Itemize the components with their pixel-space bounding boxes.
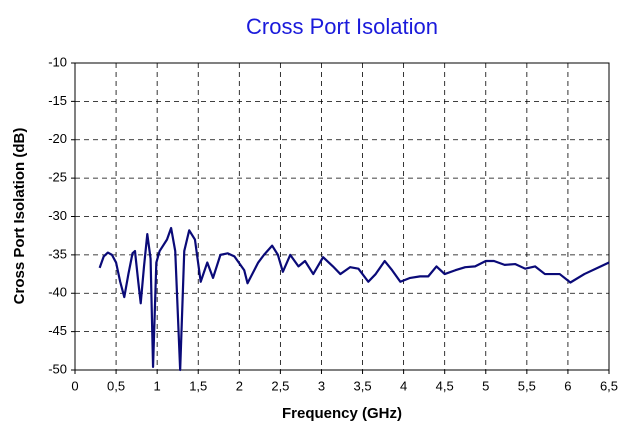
x-tick-label: 6,5	[600, 378, 618, 393]
x-axis-label: Frequency (GHz)	[282, 405, 402, 422]
x-tick-label: 0,5	[107, 378, 125, 393]
x-tick-label: 6	[564, 378, 571, 393]
y-tick-label: -30	[48, 208, 67, 223]
x-tick-label: 5,5	[518, 378, 536, 393]
x-tick-label: 1,5	[189, 378, 207, 393]
x-tick-label: 2,5	[271, 378, 289, 393]
y-tick-label: -50	[48, 361, 67, 376]
y-axis-label: Cross Port Isolation (dB)	[11, 128, 28, 305]
x-tick-label: 0	[71, 378, 78, 393]
plot-frame	[74, 62, 610, 371]
y-tick-label: -40	[48, 285, 67, 300]
y-tick-label: -25	[48, 170, 67, 185]
x-tick-label: 4,5	[436, 378, 454, 393]
chart-title: Cross Port Isolation	[246, 14, 438, 39]
x-tick-label: 2	[236, 378, 243, 393]
x-tick-label: 3	[318, 378, 325, 393]
data-line	[98, 226, 610, 372]
x-tick-label: 3,5	[353, 378, 371, 393]
y-tick-label: -15	[48, 93, 67, 108]
x-tick-label: 5	[482, 378, 489, 393]
y-tick-label: -10	[48, 54, 67, 69]
x-tick-label: 1	[154, 378, 161, 393]
y-tick-label: -20	[48, 131, 67, 146]
x-tick-label: 4	[400, 378, 407, 393]
y-tick-label: -35	[48, 246, 67, 261]
y-tick-label: -45	[48, 323, 67, 338]
